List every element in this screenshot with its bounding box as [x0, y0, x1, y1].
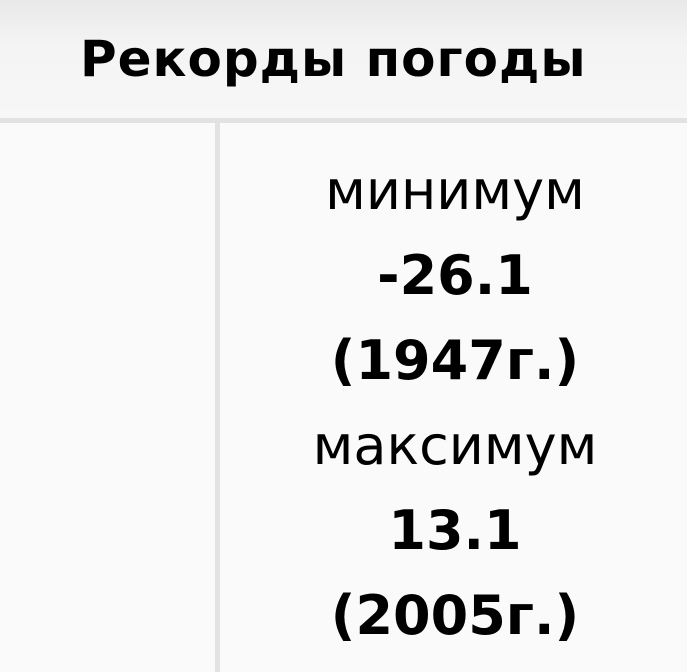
max-label: максимум [312, 414, 598, 477]
max-value: 13.1 [388, 499, 522, 562]
min-year: (1947г.) [330, 329, 580, 392]
column-divider [215, 123, 220, 672]
table-header: Рекорды погоды [0, 0, 687, 118]
header-title: Рекорды погоды [80, 30, 587, 88]
min-value: -26.1 [377, 244, 533, 307]
records-cell: минимум -26.1 (1947г.) максимум 13.1 (20… [220, 148, 687, 658]
header-divider [0, 118, 687, 123]
min-label: минимум [325, 159, 585, 222]
max-year: (2005г.) [330, 584, 580, 647]
